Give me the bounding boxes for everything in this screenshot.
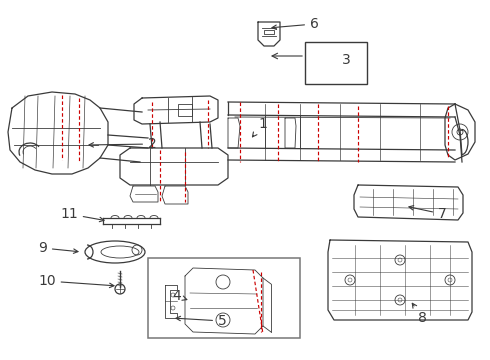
Text: 8: 8	[412, 303, 427, 325]
Bar	[264, 30, 274, 34]
Text: 5: 5	[176, 314, 227, 328]
Text: 2: 2	[89, 137, 157, 151]
Text: 10: 10	[38, 274, 114, 288]
Bar	[148, 258, 300, 338]
Text: 4: 4	[172, 289, 187, 303]
Text: 9: 9	[38, 241, 78, 255]
Text: 1: 1	[252, 117, 267, 137]
Text: 11: 11	[60, 207, 104, 222]
Bar	[178, 104, 192, 116]
Text: 6: 6	[272, 17, 319, 31]
Text: 3: 3	[342, 53, 351, 67]
Text: 7: 7	[409, 206, 447, 221]
Bar	[305, 42, 367, 84]
